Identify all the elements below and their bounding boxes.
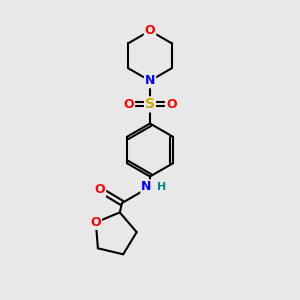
Text: N: N — [141, 180, 152, 193]
Text: S: S — [145, 98, 155, 111]
Text: O: O — [94, 183, 105, 196]
Text: N: N — [145, 74, 155, 87]
Text: O: O — [166, 98, 176, 111]
Text: O: O — [91, 216, 101, 229]
Text: O: O — [124, 98, 134, 111]
Text: H: H — [157, 182, 166, 192]
Text: O: O — [145, 24, 155, 37]
